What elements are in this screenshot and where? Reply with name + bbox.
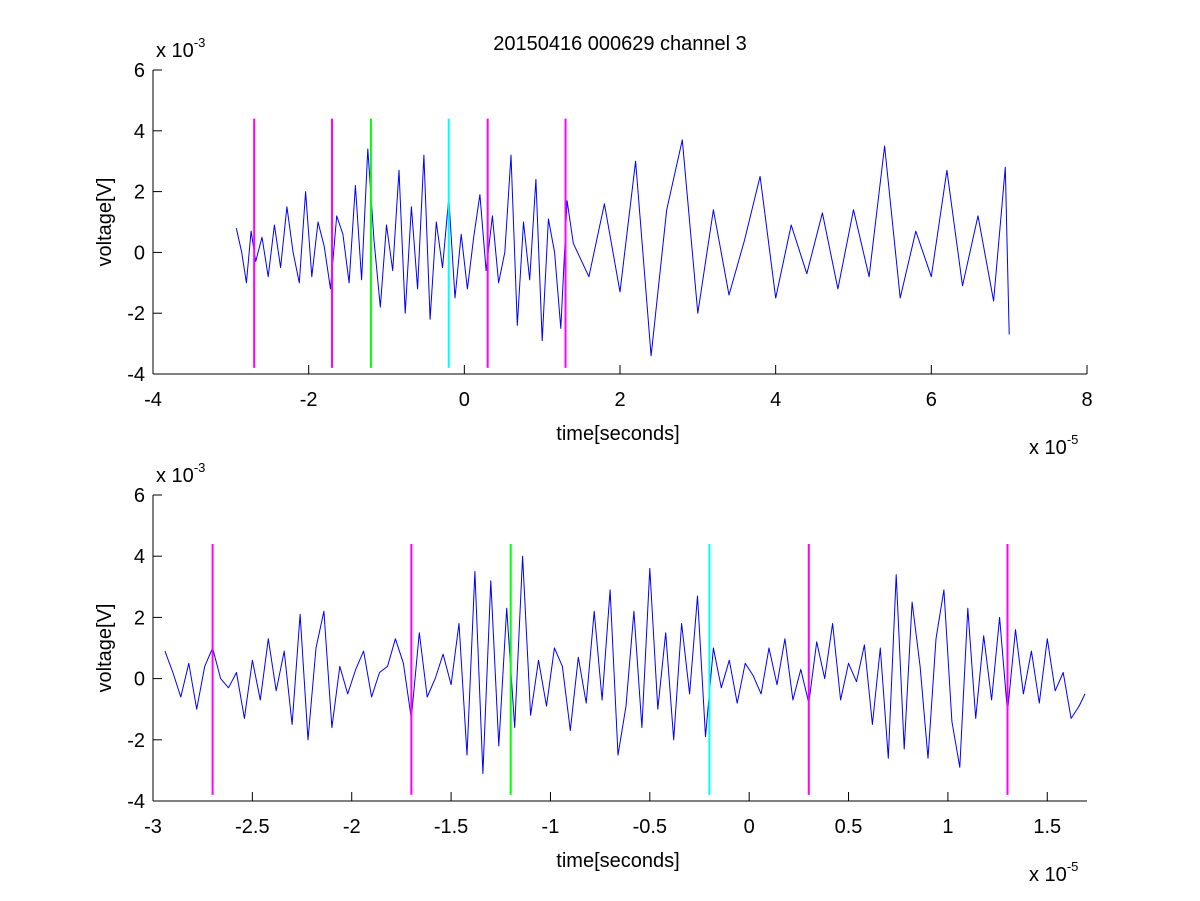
bottom-x-tick-label: 0.5 [835, 816, 863, 838]
figure-title: 20150416 000629 channel 3 [493, 33, 747, 55]
bottom-x-tick-label: -1.5 [434, 816, 468, 838]
top-x-tick-label: -4 [144, 389, 162, 411]
bottom-x-exponent-base: x 10 [1029, 864, 1067, 886]
top-y-tick-label: 6 [134, 60, 145, 82]
top-x-tick-label: -2 [300, 389, 318, 411]
top-x-axis-label: time[seconds] [556, 423, 679, 445]
bottom-x-exponent-power: -5 [1067, 859, 1079, 874]
top-x-tick-label: 8 [1081, 389, 1092, 411]
top-x-tick-label: 2 [614, 389, 625, 411]
top-y-tick-label: -2 [127, 303, 145, 325]
bottom-y-tick-label: 0 [134, 669, 145, 691]
bottom-y-exponent-base: x 10 [156, 465, 194, 487]
top-x-tick-label: 0 [459, 389, 470, 411]
bottom-y-tick-label: -2 [127, 730, 145, 752]
top-x-exponent-label: x 10-5 [1029, 432, 1078, 459]
top-x-exponent-base: x 10 [1029, 437, 1067, 459]
top-signal-line [235, 139, 1010, 357]
bottom-x-tick-label: -2.5 [235, 816, 269, 838]
top-x-exponent-power: -5 [1067, 432, 1079, 447]
top-y-axis-label: voltage[V] [94, 178, 116, 267]
bottom-x-tick-label: 0 [744, 816, 755, 838]
top-y-exponent-base: x 10 [156, 40, 194, 62]
top-plot: voltage[V] time[seconds] x 10-3 x 10-5 -… [94, 35, 1093, 459]
bottom-x-tick-label: 1 [942, 816, 953, 838]
bottom-x-tick-label: -3 [144, 816, 162, 838]
bottom-x-axis-label: time[seconds] [556, 850, 679, 872]
bottom-y-exponent-label: x 10-3 [156, 460, 205, 487]
top-x-tick-label: 6 [926, 389, 937, 411]
bottom-y-tick-label: -4 [127, 791, 145, 813]
bottom-y-exponent-power: -3 [194, 460, 206, 475]
bottom-x-tick-label: -2 [343, 816, 361, 838]
top-y-tick-label: 0 [134, 242, 145, 264]
bottom-x-tick-label: -0.5 [633, 816, 667, 838]
bottom-y-axis-label: voltage[V] [94, 604, 116, 693]
top-x-tick-label: 4 [770, 389, 781, 411]
bottom-x-tick-label: 1.5 [1033, 816, 1061, 838]
top-y-exponent-power: -3 [194, 35, 206, 50]
bottom-signal-line [164, 555, 1086, 774]
bottom-y-tick-label: 2 [134, 607, 145, 629]
bottom-plot: voltage[V] time[seconds] x 10-3 x 10-5 -… [94, 460, 1087, 886]
top-y-exponent-label: x 10-3 [156, 35, 205, 62]
top-y-tick-label: -4 [127, 364, 145, 386]
bottom-y-tick-label: 6 [134, 485, 145, 507]
top-y-tick-label: 4 [134, 121, 145, 143]
bottom-y-tick-label: 4 [134, 546, 145, 568]
top-y-tick-label: 2 [134, 182, 145, 204]
bottom-x-tick-label: -1 [542, 816, 560, 838]
bottom-x-exponent-label: x 10-5 [1029, 859, 1078, 886]
